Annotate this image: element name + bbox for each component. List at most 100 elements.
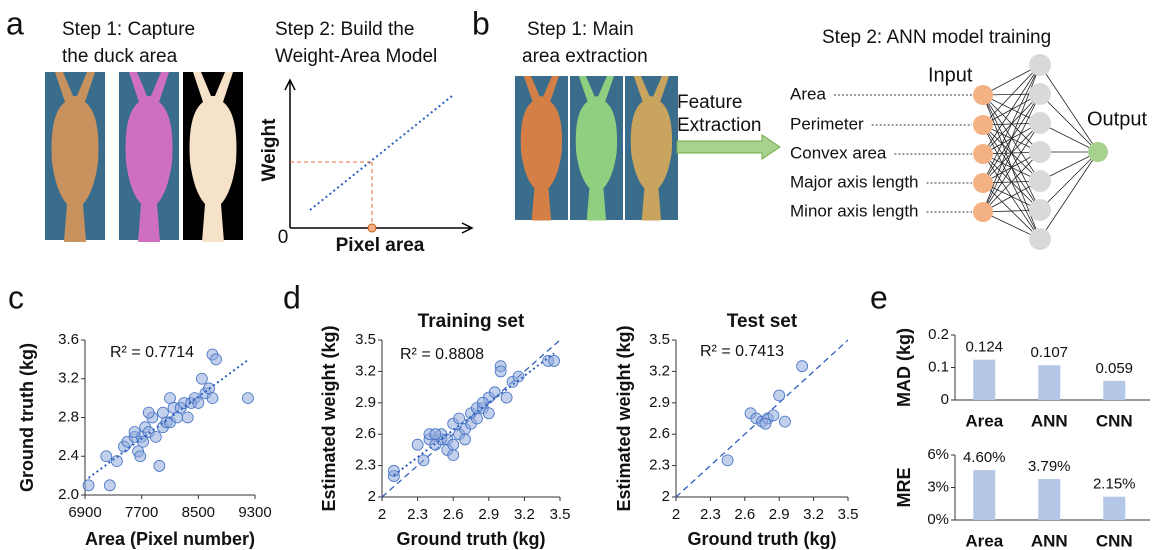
x-tick-label: 9300 bbox=[238, 504, 271, 521]
y-axis-label: Ground truth (kg) bbox=[17, 343, 37, 492]
x-tick-label: CNN bbox=[1096, 411, 1133, 430]
bar bbox=[973, 360, 995, 400]
y-tick-label: 2.6 bbox=[649, 425, 670, 442]
layer-label: Output bbox=[1087, 108, 1147, 130]
x-tick-label: 3.5 bbox=[550, 506, 571, 523]
y-tick-label: 3.5 bbox=[649, 331, 670, 348]
x-tick-label: ANN bbox=[1031, 531, 1068, 550]
value-label: 3.79% bbox=[1028, 458, 1071, 475]
x-tick-label: 2 bbox=[672, 506, 680, 523]
arrow-label: Feature bbox=[677, 92, 742, 113]
y-tick-label: 3.2 bbox=[58, 370, 79, 387]
y-tick-label: 2.8 bbox=[58, 408, 79, 425]
hidden-node bbox=[1029, 170, 1051, 192]
x-tick-label: 2.6 bbox=[734, 506, 755, 523]
trendline bbox=[394, 353, 554, 475]
point bbox=[193, 397, 204, 408]
point bbox=[143, 407, 154, 418]
point bbox=[477, 397, 488, 408]
hidden-node bbox=[1029, 228, 1051, 250]
duck-photo-area bbox=[570, 76, 623, 221]
point bbox=[211, 354, 222, 365]
step-text: Weight-Area Model bbox=[275, 46, 437, 67]
y-tick-label: 2.9 bbox=[649, 394, 670, 411]
point bbox=[501, 392, 512, 403]
bar bbox=[973, 470, 995, 520]
y-tick-label: 2 bbox=[368, 488, 376, 505]
hidden-node bbox=[1029, 112, 1051, 134]
hidden-node bbox=[1029, 141, 1051, 163]
origin-label: 0 bbox=[278, 227, 289, 248]
x-tick-label: 2.3 bbox=[700, 506, 721, 523]
x-tick-label: 2.9 bbox=[769, 506, 790, 523]
y-tick-label: 2.3 bbox=[355, 457, 376, 474]
value-label: 4.60% bbox=[963, 449, 1006, 466]
y-tick-label: 3.2 bbox=[355, 362, 376, 379]
x-tick-label: 2.9 bbox=[478, 506, 499, 523]
y-axis-label: MAD (kg) bbox=[894, 328, 914, 407]
x-tick-label: Area bbox=[965, 411, 1003, 430]
panel-letter: d bbox=[283, 279, 301, 315]
panel-letter: b bbox=[472, 5, 490, 41]
feature-label: Area bbox=[790, 84, 826, 103]
y-tick-label: 0.2 bbox=[928, 326, 949, 343]
point bbox=[242, 393, 253, 404]
duck-photo-area bbox=[625, 76, 678, 221]
value-label: 0.059 bbox=[1095, 360, 1133, 377]
value-label: 0.124 bbox=[965, 339, 1003, 356]
y-tick-label: 0% bbox=[927, 511, 949, 528]
x-tick-label: 2.6 bbox=[443, 506, 464, 523]
feature-label: Perimeter bbox=[790, 114, 864, 133]
point bbox=[135, 451, 146, 462]
connection bbox=[1040, 152, 1098, 239]
y-tick-label: 0.1 bbox=[928, 358, 949, 375]
panel-letter: a bbox=[6, 5, 24, 41]
point bbox=[104, 480, 115, 491]
y-axis-label: Estimated weight (kg) bbox=[614, 325, 634, 511]
feature-label: Convex area bbox=[790, 143, 887, 162]
y-tick-label: 6% bbox=[927, 446, 949, 463]
step-text: area extraction bbox=[522, 46, 648, 67]
step-text: Step 1: Main bbox=[527, 19, 634, 40]
feature-label: Minor axis length bbox=[790, 201, 919, 220]
step-text: Step 2: ANN model training bbox=[822, 27, 1051, 48]
bar bbox=[1103, 381, 1125, 400]
point bbox=[101, 451, 112, 462]
chart-title: Training set bbox=[418, 311, 525, 332]
point bbox=[154, 460, 165, 471]
panel-letter: e bbox=[870, 279, 888, 315]
x-axis-label: Ground truth (kg) bbox=[397, 529, 546, 549]
point bbox=[768, 410, 779, 421]
input-node bbox=[973, 202, 993, 222]
value-label: 0.107 bbox=[1030, 344, 1068, 361]
y-tick-label: 2.9 bbox=[355, 394, 376, 411]
step-text: Step 2: Build the bbox=[275, 19, 414, 40]
arrow bbox=[677, 135, 780, 159]
x-tick-label: Area bbox=[965, 531, 1003, 550]
x-tick-label: 2 bbox=[378, 506, 386, 523]
y-tick-label: 2.4 bbox=[58, 447, 79, 464]
y-tick-label: 2 bbox=[662, 488, 670, 505]
layer-label: Input bbox=[928, 64, 973, 86]
point bbox=[797, 361, 808, 372]
x-tick-label: 3.2 bbox=[514, 506, 535, 523]
x-tick-label: 8500 bbox=[182, 504, 215, 521]
connection bbox=[983, 65, 1040, 154]
input-node bbox=[973, 85, 993, 105]
hidden-node bbox=[1029, 83, 1051, 105]
value-label: 2.15% bbox=[1093, 476, 1136, 493]
figure: a Step 1: Capture the duck area Step 2: … bbox=[0, 0, 1165, 550]
x-axis-label: Area (Pixel number) bbox=[85, 529, 255, 549]
point bbox=[483, 408, 494, 419]
x-tick-label: 3.2 bbox=[803, 506, 824, 523]
annotation: R² = 0.7714 bbox=[110, 344, 194, 361]
point bbox=[774, 390, 785, 401]
point bbox=[454, 413, 465, 424]
y-tick-label: 2.3 bbox=[649, 457, 670, 474]
annotation: R² = 0.8808 bbox=[400, 346, 484, 363]
x-tick-label: ANN bbox=[1031, 411, 1068, 430]
point bbox=[430, 429, 441, 440]
point bbox=[138, 436, 149, 447]
y-tick-label: 3.2 bbox=[649, 362, 670, 379]
